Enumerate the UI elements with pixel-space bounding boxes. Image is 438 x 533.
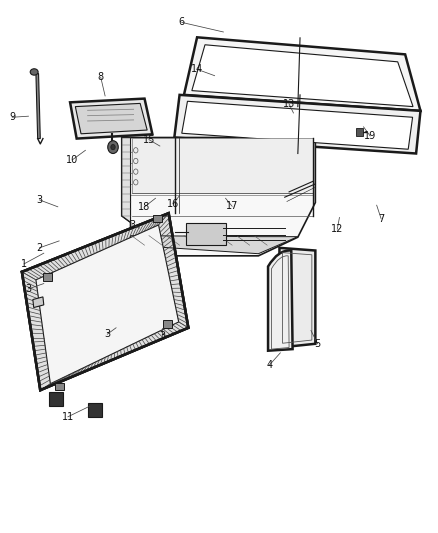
Bar	[43, 273, 52, 281]
Polygon shape	[192, 45, 413, 107]
Polygon shape	[70, 99, 152, 139]
Text: 3: 3	[104, 329, 110, 339]
Text: 18: 18	[138, 202, 151, 212]
Text: 14: 14	[191, 64, 203, 74]
Text: 15: 15	[143, 135, 155, 144]
Bar	[356, 128, 363, 136]
Text: 9: 9	[9, 112, 15, 122]
Bar	[88, 403, 102, 417]
Text: 3: 3	[129, 220, 135, 230]
Text: 10: 10	[66, 155, 78, 165]
Text: 3: 3	[159, 331, 165, 341]
Text: 2: 2	[36, 243, 42, 253]
Text: 6: 6	[179, 18, 185, 27]
Polygon shape	[22, 213, 188, 390]
Polygon shape	[122, 138, 315, 256]
Polygon shape	[131, 236, 298, 254]
Circle shape	[111, 144, 115, 150]
Polygon shape	[132, 138, 313, 193]
Text: 5: 5	[314, 339, 321, 349]
Polygon shape	[75, 103, 147, 134]
Bar	[55, 383, 64, 390]
Circle shape	[108, 141, 118, 154]
Polygon shape	[174, 95, 420, 154]
Text: 7: 7	[378, 214, 384, 223]
Text: 3: 3	[36, 195, 42, 205]
Polygon shape	[182, 101, 413, 149]
FancyBboxPatch shape	[186, 223, 226, 245]
Text: 13: 13	[283, 99, 295, 109]
Text: 11: 11	[62, 412, 74, 422]
Bar	[163, 320, 172, 328]
Bar	[153, 215, 162, 222]
Ellipse shape	[30, 69, 38, 75]
Text: 19: 19	[364, 131, 376, 141]
Polygon shape	[36, 225, 179, 384]
Text: 3: 3	[25, 284, 32, 294]
Text: 17: 17	[226, 201, 238, 211]
Text: 1: 1	[21, 259, 27, 269]
Text: 8: 8	[98, 72, 104, 82]
Bar	[49, 392, 63, 406]
Polygon shape	[33, 297, 44, 308]
Text: 12: 12	[331, 224, 343, 234]
Text: 4: 4	[266, 360, 272, 370]
Polygon shape	[279, 248, 315, 348]
Polygon shape	[122, 138, 131, 222]
Polygon shape	[36, 74, 40, 139]
Text: 16: 16	[167, 199, 179, 208]
Polygon shape	[184, 37, 420, 111]
PathPatch shape	[268, 251, 293, 351]
